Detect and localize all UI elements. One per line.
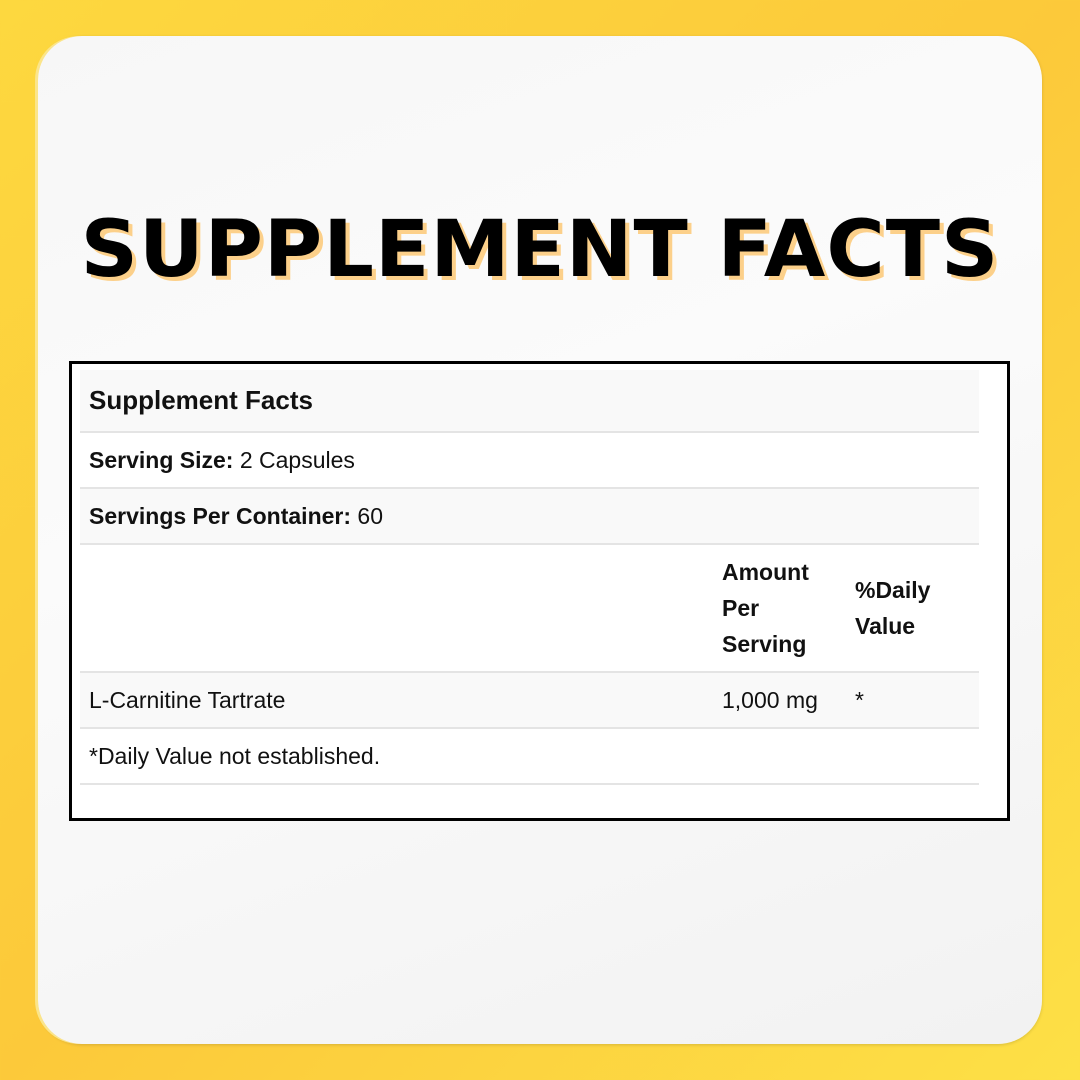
supplement-facts-panel: Supplement Facts Serving Size: 2 Capsule… bbox=[69, 361, 1010, 821]
page-heading: SUPPLEMENT FACTS bbox=[80, 205, 1000, 295]
serving-size-value: 2 Capsules bbox=[239, 446, 355, 473]
serving-size-label: Serving Size: bbox=[89, 446, 234, 473]
footnote: *Daily Value not established. bbox=[80, 728, 979, 785]
supplement-facts-table: Supplement Facts Serving Size: 2 Capsule… bbox=[80, 370, 979, 785]
table-row: *Daily Value not established. bbox=[80, 728, 979, 785]
table-header-row: Amount Per Serving %Daily Value bbox=[80, 544, 979, 673]
ingredient-daily-value: * bbox=[846, 672, 979, 729]
ingredient-name: L-Carnitine Tartrate bbox=[80, 672, 713, 729]
servings-per-container-value: 60 bbox=[357, 502, 384, 529]
column-header-amount: Amount Per Serving bbox=[713, 544, 846, 673]
column-header-daily-value: %Daily Value bbox=[846, 544, 979, 673]
table-row: Serving Size: 2 Capsules bbox=[80, 432, 979, 489]
servings-per-container-label: Servings Per Container: bbox=[89, 502, 352, 529]
table-row: Servings Per Container: 60 bbox=[80, 488, 979, 545]
table-row: Supplement Facts bbox=[80, 370, 979, 433]
ingredient-amount: 1,000 mg bbox=[713, 672, 846, 729]
table-row: L-Carnitine Tartrate 1,000 mg * bbox=[80, 672, 979, 729]
facts-title: Supplement Facts bbox=[80, 370, 979, 433]
